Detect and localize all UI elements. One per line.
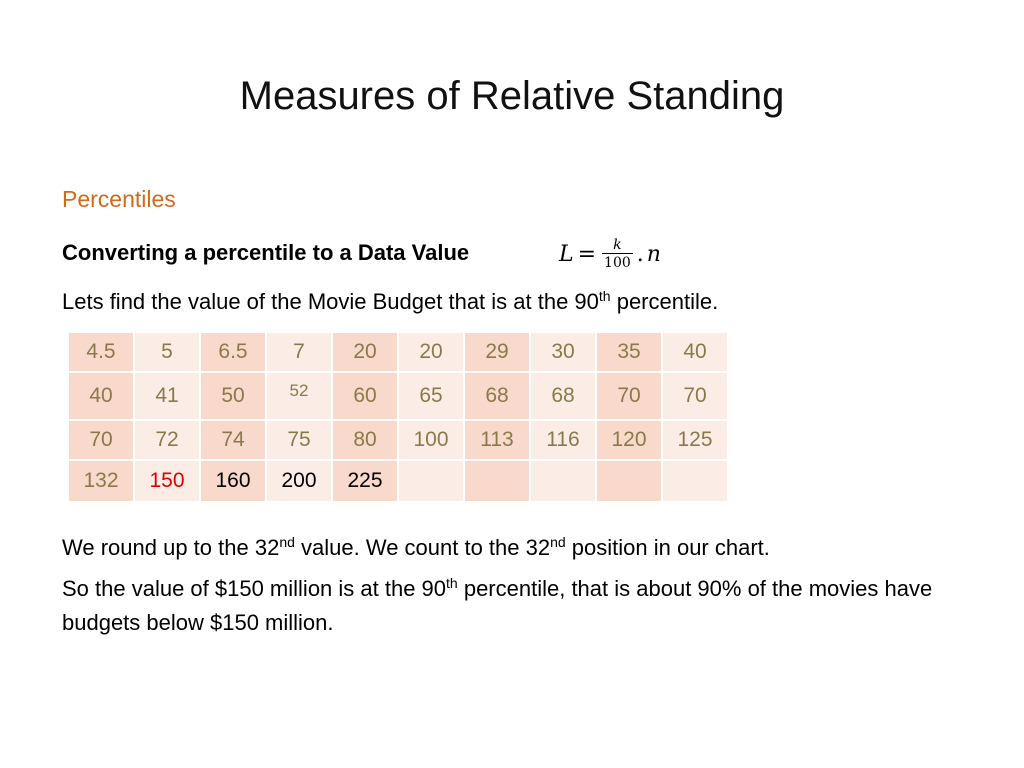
table-cell: 70: [69, 421, 133, 459]
table-cell: 68: [465, 373, 529, 419]
table-cell: 5: [135, 333, 199, 371]
table-cell: 200: [267, 461, 331, 501]
conclusion-sup: th: [446, 575, 458, 591]
table-cell: 50: [201, 373, 265, 419]
table-cell: 70: [597, 373, 661, 419]
table-cell: 113: [465, 421, 529, 459]
conclusion-text-a: So the value of $150 million is at the 9…: [62, 576, 447, 601]
table-cell: 120: [597, 421, 661, 459]
round-up-paragraph: We round up to the 32nd value. We count …: [62, 531, 770, 565]
table-cell: 40: [69, 373, 133, 419]
formula-numerator: k: [613, 236, 622, 253]
table-cell: [531, 461, 595, 501]
table-cell: 60: [333, 373, 397, 419]
table-cell: 7: [267, 333, 331, 371]
intro-text-end: percentile.: [610, 289, 719, 314]
fraction-bar: [602, 252, 633, 254]
round-sup-2: nd: [550, 534, 566, 550]
table-cell: 225: [333, 461, 397, 501]
conclusion-text-b: percentile, that is about 90% of the mov…: [62, 576, 933, 635]
conclusion-paragraph: So the value of $150 million is at the 9…: [62, 572, 962, 640]
table-cell: 20: [399, 333, 463, 371]
section-subtitle: Percentiles: [62, 186, 176, 212]
table-cell: 125: [663, 421, 727, 459]
table-cell: 4.5: [69, 333, 133, 371]
slide-title: Measures of Relative Standing: [239, 74, 785, 118]
section-heading: Converting a percentile to a Data Value: [62, 240, 470, 265]
table-cell: 40: [663, 333, 727, 371]
table-cell: 132: [69, 461, 133, 501]
table-cell: 41: [135, 373, 199, 419]
table-cell: [399, 461, 463, 501]
table-cell: 160: [201, 461, 265, 501]
intro-sup: th: [598, 288, 611, 304]
table-row: 132 150 160 200 225: [69, 461, 727, 501]
table-cell: 100: [399, 421, 463, 459]
round-text-c: position in our chart.: [565, 535, 770, 560]
table-cell: [663, 461, 727, 501]
round-text-b: value. We count to the 32: [294, 535, 551, 560]
formula-n: n: [646, 241, 661, 267]
table-cell: 68: [531, 373, 595, 419]
round-sup-1: nd: [279, 534, 295, 550]
table-cell: [465, 461, 529, 501]
table-row: 70 72 74 75 80 100 113 116 120 125: [69, 421, 727, 459]
formula-fraction: k 100: [602, 237, 633, 272]
table-cell: 35: [597, 333, 661, 371]
formula-lhs: L: [559, 241, 574, 267]
table-cell: 116: [531, 421, 595, 459]
percentile-formula: L = k 100 . n: [559, 228, 661, 280]
formula-equals: =: [577, 241, 597, 267]
table-cell: 80: [333, 421, 397, 459]
formula-denominator: 100: [604, 254, 631, 271]
table-row: 40 41 50 52 60 65 68 68 70 70: [69, 373, 727, 419]
table-cell: [597, 461, 661, 501]
table-cell: 6.5: [201, 333, 265, 371]
intro-text: Lets find the value of the Movie Budget …: [62, 289, 599, 314]
table-cell: 52: [267, 373, 331, 419]
table-cell: 150: [135, 461, 199, 501]
table-cell: 70: [663, 373, 727, 419]
round-text-a: We round up to the 32: [62, 535, 280, 560]
table-cell: 75: [267, 421, 331, 459]
table-cell: 65: [399, 373, 463, 419]
movie-budget-table: 4.5 5 6.5 7 20 20 29 30 35 40 40 41 50 52 60 65 68 68 70 70…: [67, 331, 729, 503]
table-cell: 29: [465, 333, 529, 371]
table-cell: 30: [531, 333, 595, 371]
intro-paragraph: Lets find the value of the Movie Budget …: [62, 285, 718, 319]
table-row: 4.5 5 6.5 7 20 20 29 30 35 40: [69, 333, 727, 371]
formula-dot: .: [636, 241, 644, 267]
table-cell: 20: [333, 333, 397, 371]
table-cell: 72: [135, 421, 199, 459]
table-cell: 74: [201, 421, 265, 459]
